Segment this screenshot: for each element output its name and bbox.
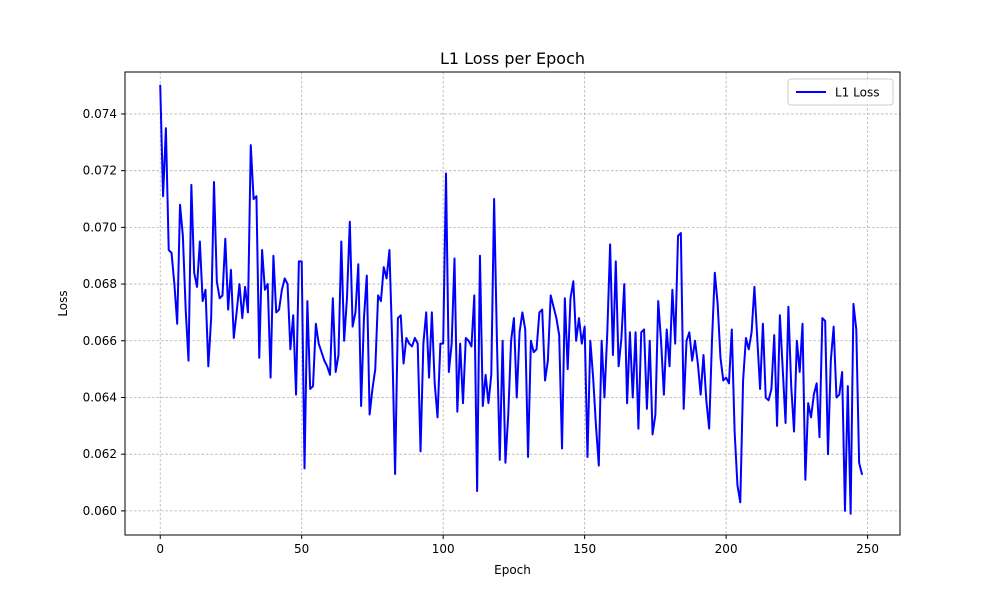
x-axis-label: Epoch [494, 563, 531, 577]
plot-frame [124, 71, 901, 536]
x-tick-label: 250 [856, 542, 879, 556]
y-tick-label: 0.066 [83, 334, 117, 348]
y-tick-label: 0.060 [83, 504, 117, 518]
y-axis: 0.060 0.062 0.064 0.066 0.068 0.070 0.072 0.074 [83, 107, 125, 518]
x-tick-label: 100 [432, 542, 455, 556]
chart-title: L1 Loss per Epoch [440, 49, 585, 68]
grid-layer [125, 72, 900, 535]
y-tick-label: 0.074 [83, 107, 117, 121]
legend: L1 Loss [787, 78, 894, 106]
y-tick-label: 0.068 [83, 277, 117, 291]
y-axis-label: Loss [56, 290, 70, 316]
y-tick-label: 0.070 [83, 220, 117, 234]
data-layer [159, 84, 863, 515]
x-tick-label: 150 [573, 542, 596, 556]
x-tick-label: 50 [294, 542, 309, 556]
legend-label-l1-loss: L1 Loss [835, 86, 879, 100]
y-tick-label: 0.072 [83, 164, 117, 178]
legend-box [787, 78, 894, 106]
x-axis: 0 50 100 150 200 250 [156, 535, 879, 556]
series-line-l1-loss [159, 84, 863, 515]
x-tick-label: 200 [715, 542, 738, 556]
y-tick-label: 0.062 [83, 447, 117, 461]
y-tick-label: 0.064 [83, 390, 117, 404]
x-tick-label: 0 [156, 542, 164, 556]
